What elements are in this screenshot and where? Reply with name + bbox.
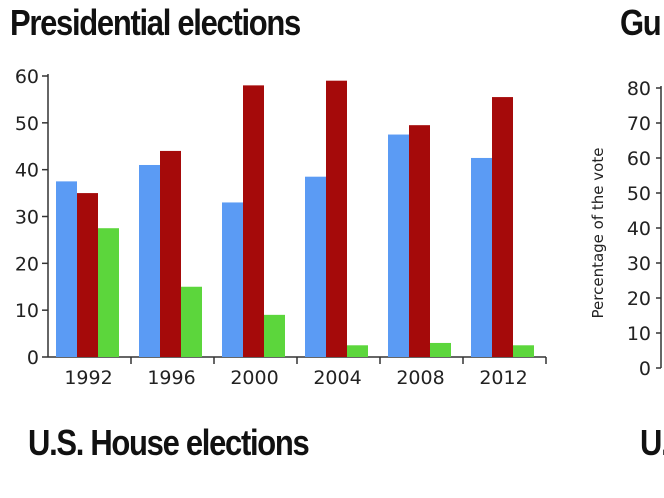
pres-bar-1992-series-2 bbox=[77, 193, 98, 357]
pres-bar-2004-series-2 bbox=[326, 80, 347, 357]
pres-y-tick-label: 0 bbox=[27, 347, 39, 369]
us-right-chart-title: U. bbox=[640, 422, 664, 463]
pres-bar-1996-series-1 bbox=[139, 164, 160, 357]
pres-y-tick-label: 50 bbox=[15, 113, 39, 135]
gubernatorial-chart: 0 10 20 30 40 50 60 70 80 Percentage of the vote bbox=[589, 78, 662, 380]
gub-y-tick-label: 10 bbox=[627, 323, 651, 345]
gub-y-tick-label: 30 bbox=[627, 253, 651, 275]
gub-y-tick-label: 0 bbox=[639, 358, 651, 380]
pres-y-tick-label: 20 bbox=[15, 253, 39, 275]
pres-bar-2004-series-3 bbox=[347, 345, 368, 357]
pres-x-tick-label-2000: 2000 bbox=[230, 367, 278, 389]
gub-y-tick-label: 80 bbox=[627, 78, 651, 100]
pres-bar-2004-series-1 bbox=[305, 176, 326, 357]
pres-y-tick-label: 30 bbox=[15, 207, 39, 229]
pres-bar-1992-series-1 bbox=[56, 181, 77, 357]
gub-y-tick-label: 40 bbox=[627, 218, 651, 240]
pres-x-tick-label-1992: 1992 bbox=[64, 367, 112, 389]
pres-bar-1996-series-2 bbox=[160, 150, 181, 357]
pres-x-tick-label-2004: 2004 bbox=[313, 367, 361, 389]
gub-y-tick-label: 70 bbox=[627, 113, 651, 135]
pres-bar-2000-series-1 bbox=[222, 202, 243, 357]
presidential-chart-title: Presidential elections bbox=[10, 2, 301, 43]
gub-y-axis-title: Percentage of the vote bbox=[589, 148, 607, 319]
gub-y-tick-label: 20 bbox=[627, 288, 651, 310]
pres-bar-1992-series-3 bbox=[98, 228, 119, 357]
pres-y-tick-label: 10 bbox=[15, 300, 39, 322]
gubernatorial-chart-title: Gu bbox=[620, 2, 662, 43]
presidential-chart: 0 10 20 30 40 50 60 1992 1996 2000 2004 2008 2012 bbox=[15, 66, 547, 389]
pres-bar-2012-series-3 bbox=[513, 345, 534, 357]
pres-bar-2000-series-3 bbox=[264, 314, 285, 357]
pres-bar-2008-series-2 bbox=[409, 125, 430, 357]
gub-y-tick-label: 50 bbox=[627, 183, 651, 205]
pres-bar-2012-series-1 bbox=[471, 157, 492, 357]
pres-bar-2000-series-2 bbox=[243, 85, 264, 357]
house-chart-title: U.S. House elections bbox=[28, 422, 310, 463]
pres-bar-2008-series-3 bbox=[430, 342, 451, 357]
gub-y-tick-label: 60 bbox=[627, 148, 651, 170]
pres-x-tick-label-2008: 2008 bbox=[396, 367, 444, 389]
pres-bar-2008-series-1 bbox=[388, 134, 409, 357]
pres-x-tick-label-2012: 2012 bbox=[479, 367, 527, 389]
pres-bar-2012-series-2 bbox=[492, 97, 513, 357]
pres-y-tick-label: 60 bbox=[15, 66, 39, 88]
pres-bar-1996-series-3 bbox=[181, 286, 202, 357]
pres-x-tick-label-1996: 1996 bbox=[147, 367, 195, 389]
pres-y-tick-label: 40 bbox=[15, 160, 39, 182]
